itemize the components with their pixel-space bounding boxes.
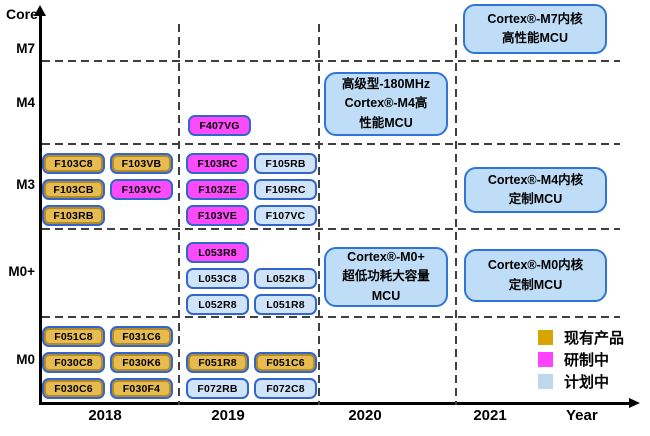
- chip-f031c6: F031C6: [110, 326, 173, 347]
- chip-f051r8: F051R8: [186, 352, 249, 373]
- chip-f030c8: F030C8: [42, 352, 105, 373]
- chip-f103rc: F103RC: [186, 153, 249, 174]
- legend-swatch-developing: [538, 351, 553, 367]
- chip-f030f4: F030F4: [110, 378, 173, 399]
- annotation-m0plus-2020-line-2: MCU: [371, 288, 401, 303]
- year-tick-2018: 2018: [88, 407, 122, 424]
- row-label-m3: M3: [16, 177, 35, 192]
- grid-hline-1: [42, 143, 620, 145]
- chip-l053c8: L053C8: [186, 268, 249, 289]
- x-axis-line: [39, 402, 631, 405]
- chip-l051r8: L051R8: [254, 294, 317, 315]
- chip-l052k8: L052K8: [254, 268, 317, 289]
- grid-hline-0: [42, 60, 620, 62]
- year-tick-2019: 2019: [211, 407, 245, 424]
- annotation-m0plus-2020: Cortex®-M0+ 超低功耗大容量 MCU: [324, 247, 448, 307]
- chip-f103ze: F103ZE: [186, 179, 249, 200]
- annotation-m4-2020-line-1: Cortex®-M4高: [344, 96, 428, 111]
- row-label-m7: M7: [16, 41, 35, 56]
- x-axis-arrow-icon: [629, 398, 640, 408]
- legend-label-planned: 计划中: [564, 374, 610, 391]
- row-label-m0plus: M0+: [8, 264, 35, 279]
- annotation-m4-2020-line-2: 性能MCU: [359, 115, 413, 130]
- chip-l053r8: L053R8: [186, 242, 249, 263]
- chip-f051c6: F051C6: [254, 352, 317, 373]
- chip-f407vg: F407VG: [188, 115, 251, 136]
- chip-f103cb: F103CB: [42, 179, 105, 200]
- chip-f103vb: F103VB: [110, 153, 173, 174]
- legend-swatch-existing: [538, 329, 553, 345]
- chip-f105rc: F105RC: [254, 179, 317, 200]
- annotation-m4-2020: 高级型-180MHz Cortex®-M4高 性能MCU: [324, 72, 448, 136]
- legend-label-existing: 现有产品: [564, 330, 625, 347]
- annotation-m7-2021: Cortex®-M7内核 高性能MCU: [463, 4, 607, 54]
- legend-item-existing: 现有产品: [538, 329, 625, 347]
- legend-item-planned: 计划中: [538, 373, 624, 391]
- annotation-m3-2021: Cortex®-M4内核 定制MCU: [464, 167, 607, 213]
- annotation-m4-2020-line-0: 高级型-180MHz: [341, 76, 431, 91]
- chip-f072rb: F072RB: [186, 378, 249, 399]
- chip-f103vc: F103VC: [110, 179, 173, 200]
- grid-vline-2: [455, 24, 457, 405]
- legend-item-developing: 研制中: [538, 351, 624, 369]
- chip-f030c6: F030C6: [42, 378, 105, 399]
- annotation-m3-2021-line-0: Cortex®-M4内核: [487, 172, 584, 187]
- y-axis-arrow-icon: [34, 5, 46, 16]
- year-tick-2021: 2021: [473, 407, 507, 424]
- annotation-m3-2021-line-1: 定制MCU: [508, 192, 563, 206]
- legend: 现有产品研制中计划中: [538, 329, 625, 391]
- legend-label-developing: 研制中: [564, 352, 610, 369]
- chip-f030k6: F030K6: [110, 352, 173, 373]
- annotation-m0plus-2020-line-1: 超低功耗大容量: [342, 269, 430, 284]
- chip-l052r8: L052R8: [186, 294, 249, 315]
- chip-f105rb: F105RB: [254, 153, 317, 174]
- chip-f103c8: F103C8: [42, 153, 105, 174]
- grid-hline-2: [42, 228, 620, 230]
- grid-vline-0: [178, 24, 180, 405]
- annotation-m0plus-2021: Cortex®-M0内核 定制MCU: [464, 249, 607, 302]
- year-tick-2020: 2020: [348, 407, 382, 424]
- y-axis-title: Core: [6, 6, 38, 22]
- annotation-m0plus-2021-line-1: 定制MCU: [508, 277, 563, 292]
- annotation-m7-2021-line-1: 高性能MCU: [502, 31, 568, 45]
- grid-vline-1: [318, 24, 320, 405]
- chip-f103rb: F103RB: [42, 205, 105, 226]
- annotation-m7-2021-line-0: Cortex®-M7内核: [487, 11, 583, 26]
- x-axis-title: Year: [566, 407, 598, 424]
- annotation-m0plus-2021-line-0: Cortex®-M0内核: [487, 258, 584, 273]
- chip-f051c8: F051C8: [42, 326, 105, 347]
- chip-f072c8: F072C8: [254, 378, 317, 399]
- chip-f103ve: F103VE: [186, 205, 249, 226]
- chip-f107vc: F107VC: [254, 205, 317, 226]
- y-axis-line: [39, 12, 42, 405]
- row-label-m4: M4: [16, 95, 35, 110]
- annotation-m0plus-2020-line-0: Cortex®-M0+: [347, 249, 425, 264]
- legend-swatch-planned: [538, 373, 553, 389]
- grid-hline-3: [42, 316, 620, 318]
- row-label-m0: M0: [16, 352, 35, 367]
